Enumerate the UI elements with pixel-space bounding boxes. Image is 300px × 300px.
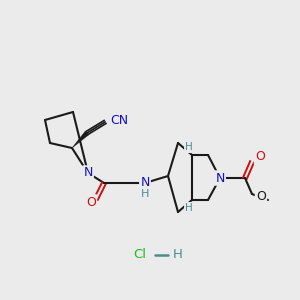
- Text: O: O: [255, 151, 265, 164]
- Text: H: H: [173, 248, 183, 262]
- Text: O: O: [86, 196, 96, 208]
- Text: Cl: Cl: [134, 248, 146, 262]
- Text: N: N: [83, 167, 93, 179]
- Text: CN: CN: [110, 113, 128, 127]
- Text: N: N: [140, 176, 150, 190]
- Text: H: H: [185, 203, 193, 213]
- Text: O: O: [256, 190, 266, 203]
- Text: H: H: [185, 142, 193, 152]
- Text: H: H: [141, 189, 149, 199]
- Polygon shape: [72, 131, 89, 148]
- Text: N: N: [215, 172, 225, 184]
